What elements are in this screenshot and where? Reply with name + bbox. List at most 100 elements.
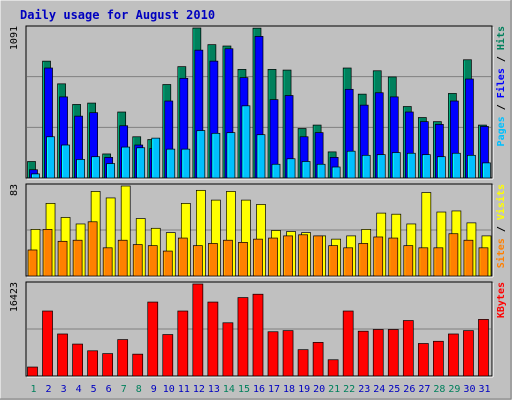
x-tick-label-day-23: 23: [358, 384, 370, 395]
pages-bar: [196, 130, 206, 179]
x-tick-label-day-22: 22: [343, 384, 355, 395]
sites-bar: [87, 221, 98, 277]
x-tick-label-day-12: 12: [193, 384, 205, 395]
sites-bar: [208, 243, 218, 277]
x-tick-label-day-30: 30: [463, 384, 475, 395]
panel-3-legend: KBytes: [496, 282, 507, 318]
sites-bar: [42, 229, 53, 277]
kbytes-bar: [117, 339, 129, 377]
panel-1-legend: Pages / Files / Hits: [495, 26, 507, 146]
sites-bar: [283, 235, 293, 277]
x-tick-label-day-10: 10: [163, 384, 175, 395]
kbytes-bar: [162, 334, 174, 377]
legend-separator: /: [496, 98, 507, 116]
kbytes-bar: [72, 343, 83, 377]
kbytes-bar: [387, 329, 399, 377]
sites-bar: [403, 245, 414, 277]
kbytes-bar: [297, 349, 309, 377]
x-tick-label-day-11: 11: [178, 384, 190, 395]
kbytes-bar: [372, 329, 384, 377]
kbytes-bar: [177, 310, 189, 377]
sites-bar: [268, 237, 278, 277]
kbytes-bar: [27, 366, 38, 377]
pages-bar: [452, 152, 461, 179]
x-tick-label-day-24: 24: [373, 384, 385, 395]
kbytes-bar: [342, 310, 354, 377]
sites-bar: [418, 247, 429, 277]
x-tick-label-day-17: 17: [268, 384, 280, 395]
kbytes-bar: [252, 293, 264, 377]
sites-bar: [223, 239, 233, 277]
sites-bar: [463, 239, 474, 277]
pages-bar: [166, 148, 176, 179]
x-tick-label-day-8: 8: [136, 384, 142, 395]
kbytes-bar: [207, 301, 219, 377]
pages-bar: [467, 154, 476, 179]
sites-bar: [448, 233, 459, 277]
legend-files: Files: [495, 68, 507, 98]
pages-bar: [256, 134, 266, 179]
sites-bar: [328, 245, 338, 277]
kbytes-bar: [192, 283, 204, 377]
kbytes-bar: [237, 297, 249, 377]
pages-bar: [271, 163, 281, 179]
panel-1-ymax-label: 1091: [9, 26, 20, 50]
sites-bar: [388, 237, 399, 277]
kbytes-bar: [312, 342, 324, 377]
pages-bar: [31, 173, 40, 179]
kbytes-bar: [282, 330, 294, 377]
pages-bar: [76, 159, 85, 179]
x-tick-label-day-13: 13: [208, 384, 220, 395]
x-tick-label-day-14: 14: [223, 384, 235, 395]
pages-bar: [361, 154, 371, 179]
x-tick-label-day-5: 5: [91, 384, 97, 395]
sites-bar: [253, 238, 263, 277]
pages-bar: [181, 148, 191, 179]
pages-bar: [421, 154, 431, 179]
x-tick-label-day-28: 28: [433, 384, 445, 395]
sites-bar: [343, 247, 354, 277]
x-tick-label-day-27: 27: [418, 384, 430, 395]
sites-bar: [433, 247, 444, 277]
x-tick-label-day-29: 29: [448, 384, 460, 395]
sites-bar: [27, 249, 38, 277]
kbytes-bar: [267, 331, 279, 377]
kbytes-bar: [448, 333, 459, 377]
legend-kbytes: KBytes: [496, 282, 507, 318]
x-tick-label-day-4: 4: [76, 384, 82, 395]
sites-bar: [72, 239, 83, 277]
legend-hits: Hits: [495, 26, 507, 50]
pages-bar: [61, 144, 70, 179]
sites-bar: [177, 237, 188, 277]
pages-bar: [121, 146, 131, 179]
x-tick-label-day-1: 1: [31, 384, 37, 395]
pages-bar: [226, 132, 236, 179]
chart-title: Daily usage for August 2010: [20, 8, 215, 22]
pages-bar: [437, 156, 446, 179]
x-tick-label-day-21: 21: [328, 384, 340, 395]
pages-bar: [151, 137, 161, 179]
sites-bar: [57, 240, 68, 277]
pages-bar: [406, 152, 416, 179]
pages-bar: [301, 161, 311, 179]
x-tick-label-day-15: 15: [238, 384, 250, 395]
pages-bar: [331, 166, 341, 179]
sites-bar: [162, 250, 173, 277]
kbytes-bar: [478, 319, 489, 377]
kbytes-bar: [402, 320, 414, 377]
x-tick-label-day-9: 9: [151, 384, 157, 395]
sites-bar: [193, 245, 203, 277]
pages-bar: [482, 162, 491, 179]
x-tick-label-day-31: 31: [478, 384, 490, 395]
pages-bar: [391, 152, 401, 179]
x-tick-label-day-26: 26: [403, 384, 415, 395]
x-tick-label-day-16: 16: [253, 384, 265, 395]
pages-bar: [211, 132, 221, 179]
sites-bar: [238, 242, 248, 277]
sites-bar: [358, 243, 369, 277]
kbytes-bar: [147, 301, 159, 377]
pages-bar: [91, 156, 100, 179]
kbytes-bar: [87, 350, 98, 377]
panel-2-ymax-label: 83: [9, 184, 20, 196]
